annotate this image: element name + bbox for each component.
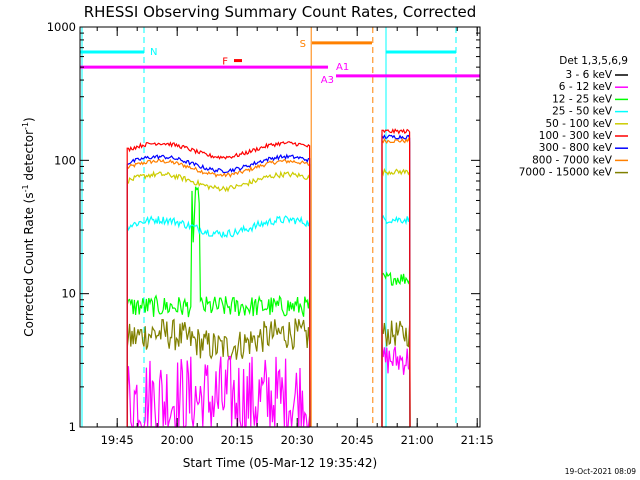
series-line-8-part-0 [126, 318, 311, 428]
series-line-5-part-1 [381, 128, 411, 428]
y-tick-label-1: 10 [61, 287, 76, 301]
generation-timestamp: 19-Oct-2021 08:09 [565, 467, 636, 476]
x-tick-label-5: 21:00 [401, 433, 434, 447]
flag-label-a3: A3 [321, 75, 334, 86]
y-axis-label-sup2: -1 [21, 122, 30, 130]
y-axis-label: Corrected Count Rate (s-1 detector-1) [21, 117, 36, 336]
x-tick-label-2: 20:15 [221, 433, 254, 447]
legend-label-4: 50 - 100 keV [545, 118, 612, 130]
legend-label-1: 6 - 12 keV [559, 81, 613, 93]
legend-title: Det 1,3,5,6,9 [559, 55, 628, 67]
x-tick-label-3: 20:30 [281, 433, 314, 447]
x-tick-label-6: 21:15 [461, 433, 494, 447]
legend-label-7: 800 - 7000 keV [532, 154, 613, 166]
series-line-4-part-0 [126, 170, 311, 428]
series-line-4-part-1 [381, 167, 411, 428]
legend-label-3: 25 - 50 keV [552, 106, 613, 118]
y-axis-label-main: Corrected Count Rate (s [22, 192, 36, 336]
series-line-5-part-0 [126, 141, 311, 428]
series-line-8-part-1 [381, 320, 411, 428]
x-tick-label-0: 19:45 [101, 433, 134, 447]
legend-label-8: 7000 - 15000 keV [519, 167, 613, 179]
series-line-1-part-1 [381, 344, 411, 428]
series-line-7-part-0 [126, 158, 311, 428]
x-tick-label-4: 20:45 [341, 433, 374, 447]
series-line-2-part-0 [126, 186, 311, 428]
flag-label-a1: A1 [336, 62, 349, 73]
chart-title: RHESSI Observing Summary Count Rates, Co… [84, 3, 477, 21]
legend-label-0: 3 - 6 keV [565, 69, 612, 81]
y-axis-label-mid: detector [22, 130, 36, 185]
legend-label-6: 300 - 800 keV [539, 142, 613, 154]
x-axis-label: Start Time (05-Mar-12 19:35:42) [183, 456, 377, 470]
series-line-6-part-1 [381, 134, 411, 428]
legend-label-2: 12 - 25 keV [552, 93, 613, 105]
y-tick-label-2: 100 [54, 153, 76, 167]
plot-frame [79, 26, 481, 428]
x-axis-ticks: 19:45 20:00 20:15 20:30 20:45 21:00 21:15 [96, 27, 494, 447]
y-axis-ticks: 1 10 100 1000 [47, 20, 480, 434]
series-line-3-part-0 [126, 215, 311, 428]
series-line-6-part-0 [126, 153, 311, 428]
flag-label-f: F [222, 57, 228, 68]
series-line-3-part-1 [381, 214, 411, 428]
flag-label-s: S [300, 39, 306, 50]
series-line-7-part-1 [381, 137, 411, 428]
y-tick-label-0: 1 [69, 420, 76, 434]
y-tick-label-3: 1000 [47, 20, 76, 34]
legend-label-5: 100 - 300 keV [539, 130, 613, 142]
y-axis-label-end: ) [22, 117, 36, 122]
series-line-2-part-1 [381, 271, 411, 428]
flag-label-n: N [150, 47, 157, 58]
x-tick-label-1: 20:00 [161, 433, 194, 447]
y-axis-label-sup1: -1 [21, 184, 30, 192]
